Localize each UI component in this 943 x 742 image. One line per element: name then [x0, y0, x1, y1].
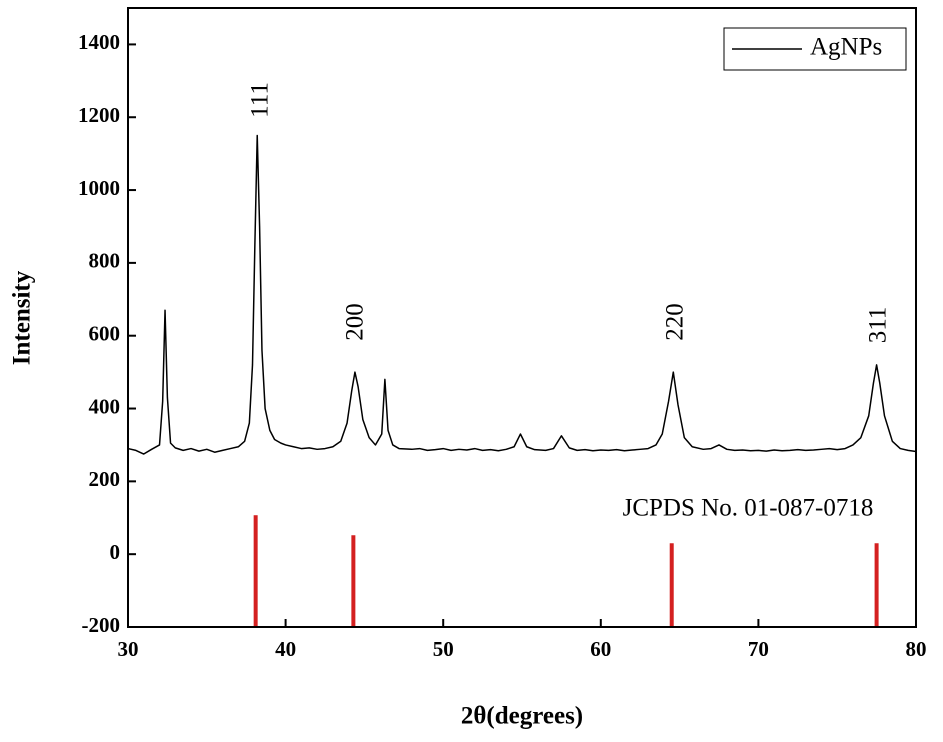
reference-stick [253, 515, 258, 627]
y-tick-label: 1000 [78, 176, 120, 200]
y-tick-label: 800 [89, 249, 121, 273]
x-tick-label: 40 [275, 637, 296, 661]
x-tick-label: 70 [748, 637, 769, 661]
reference-stick [351, 535, 356, 627]
y-tick-label: -200 [82, 613, 121, 637]
y-axis-label: Intensity [9, 270, 36, 365]
reference-label: JCPDS No. 01-087-0718 [623, 495, 874, 522]
peak-label: 220 [662, 303, 689, 341]
peak-label: 111 [247, 82, 274, 118]
x-tick-label: 50 [433, 637, 454, 661]
reference-stick [874, 543, 879, 627]
y-tick-label: 0 [110, 540, 121, 564]
y-tick-label: 1400 [78, 30, 120, 54]
y-tick-label: 600 [89, 322, 121, 346]
x-tick-label: 80 [906, 637, 927, 661]
reference-stick [669, 543, 674, 627]
peak-label: 200 [342, 303, 369, 341]
x-tick-label: 60 [590, 637, 611, 661]
y-tick-label: 400 [89, 394, 121, 418]
data-line [127, 134, 917, 455]
peak-label: 311 [865, 307, 892, 344]
x-tick-label: 30 [118, 637, 139, 661]
y-tick-label: 1200 [78, 103, 120, 127]
x-axis-label: 2θ(degrees) [461, 703, 583, 730]
y-tick-label: 200 [89, 467, 121, 491]
plot-frame [127, 7, 917, 628]
legend-label: AgNPs [810, 34, 882, 61]
